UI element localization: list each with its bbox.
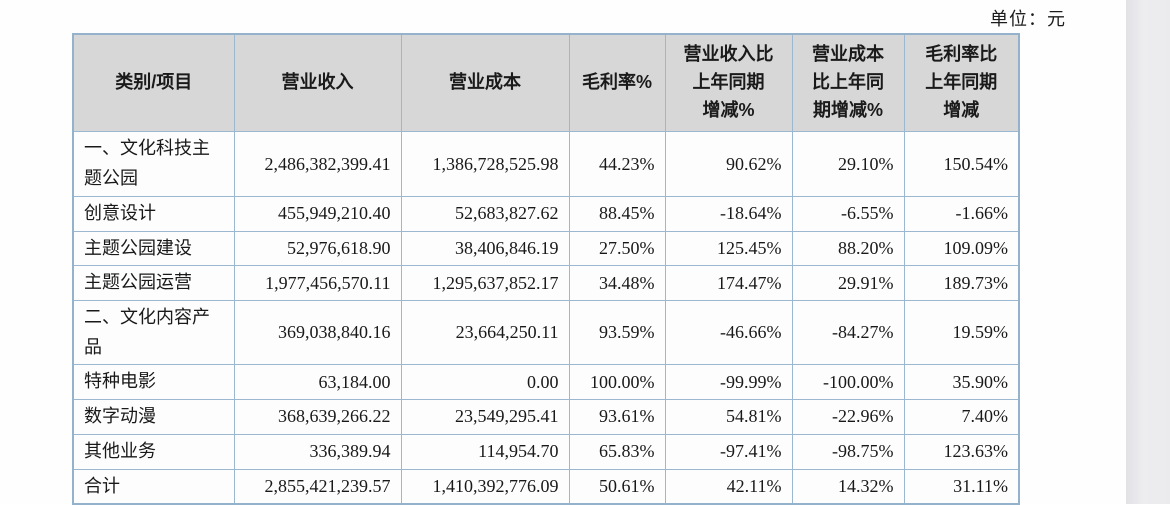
table-row: 创意设计 455,949,210.40 52,683,827.62 88.45%… (72, 196, 1020, 232)
cell-cost: 23,549,295.41 (400, 399, 570, 435)
cell-margin-yoy: 150.54% (903, 131, 1020, 197)
cell-gross-margin: 27.50% (568, 230, 666, 267)
cell-revenue: 2,486,382,399.41 (233, 131, 402, 197)
cell-cost: 0.00 (400, 364, 570, 401)
cell-revenue-yoy: 54.81% (664, 399, 793, 435)
cell-cost: 1,410,392,776.09 (400, 468, 570, 505)
cell-cost-yoy: 88.20% (791, 230, 905, 267)
table-row: 一、文化科技主题公园 2,486,382,399.41 1,386,728,52… (72, 131, 1020, 197)
cell-margin-yoy: 189.73% (903, 265, 1020, 302)
cell-cost: 114,954.70 (400, 433, 570, 470)
cell-revenue-yoy: 90.62% (664, 131, 793, 197)
cell-revenue: 52,976,618.90 (233, 230, 402, 267)
header-cell-cost-yoy: 营业成本 比上年同 期增减% (791, 33, 905, 132)
table-row: 主题公园运营 1,977,456,570.11 1,295,637,852.17… (72, 265, 1020, 302)
cell-revenue: 336,389.94 (233, 433, 402, 470)
unit-label: 单位：元 (990, 9, 1066, 29)
cell-revenue-yoy: 174.47% (664, 265, 793, 302)
cell-margin-yoy: 123.63% (903, 433, 1020, 470)
cell-category: 其他业务 (72, 433, 235, 470)
cell-gross-margin: 88.45% (568, 196, 666, 232)
cell-revenue: 2,855,421,239.57 (233, 468, 402, 505)
table-row: 二、文化内容产品 369,038,840.16 23,664,250.11 93… (72, 300, 1020, 366)
cell-cost: 1,295,637,852.17 (400, 265, 570, 302)
cell-margin-yoy: 7.40% (903, 399, 1020, 435)
cell-category: 创意设计 (72, 196, 235, 232)
cell-margin-yoy: 19.59% (903, 300, 1020, 366)
cell-category: 主题公园建设 (72, 230, 235, 267)
cell-gross-margin: 65.83% (568, 433, 666, 470)
cell-revenue: 63,184.00 (233, 364, 402, 401)
header-cell-revenue: 营业收入 (233, 33, 402, 132)
page-edge-strip (1126, 0, 1170, 504)
table-row-total: 合计 2,855,421,239.57 1,410,392,776.09 50.… (72, 468, 1020, 505)
cell-cost-yoy: -22.96% (791, 399, 905, 435)
cell-margin-yoy: -1.66% (903, 196, 1020, 232)
cell-cost-yoy: 14.32% (791, 468, 905, 505)
cell-gross-margin: 50.61% (568, 468, 666, 505)
cell-category: 数字动漫 (72, 399, 235, 435)
cell-category: 特种电影 (72, 364, 235, 401)
cell-cost-yoy: 29.10% (791, 131, 905, 197)
cell-gross-margin: 34.48% (568, 265, 666, 302)
header-cell-category: 类别/项目 (72, 33, 235, 132)
cell-margin-yoy: 35.90% (903, 364, 1020, 401)
cell-revenue-yoy: -97.41% (664, 433, 793, 470)
cell-gross-margin: 93.61% (568, 399, 666, 435)
cell-gross-margin: 100.00% (568, 364, 666, 401)
segment-financials-table: 类别/项目 营业收入 营业成本 毛利率% 营业收入比 上年同期 增减% 营业成本… (72, 33, 1020, 505)
cell-margin-yoy: 109.09% (903, 230, 1020, 267)
cell-revenue: 455,949,210.40 (233, 196, 402, 232)
table-row: 数字动漫 368,639,266.22 23,549,295.41 93.61%… (72, 399, 1020, 435)
cell-cost-yoy: -98.75% (791, 433, 905, 470)
cell-revenue-yoy: -99.99% (664, 364, 793, 401)
header-cell-margin-yoy: 毛利率比 上年同期 增减 (903, 33, 1020, 132)
cell-revenue: 368,639,266.22 (233, 399, 402, 435)
cell-cost-yoy: 29.91% (791, 265, 905, 302)
header-cell-gross-margin: 毛利率% (568, 33, 666, 132)
cell-cost-yoy: -6.55% (791, 196, 905, 232)
cell-revenue-yoy: 125.45% (664, 230, 793, 267)
cell-revenue: 369,038,840.16 (233, 300, 402, 366)
cell-cost-yoy: -100.00% (791, 364, 905, 401)
cell-category: 二、文化内容产品 (72, 300, 235, 366)
cell-revenue-yoy: -46.66% (664, 300, 793, 366)
header-cell-cost: 营业成本 (400, 33, 570, 132)
cell-revenue-yoy: 42.11% (664, 468, 793, 505)
header-cell-revenue-yoy: 营业收入比 上年同期 增减% (664, 33, 793, 132)
cell-gross-margin: 93.59% (568, 300, 666, 366)
cell-cost: 52,683,827.62 (400, 196, 570, 232)
cell-category: 合计 (72, 468, 235, 505)
cell-cost: 23,664,250.11 (400, 300, 570, 366)
table-row: 主题公园建设 52,976,618.90 38,406,846.19 27.50… (72, 230, 1020, 267)
table-row: 特种电影 63,184.00 0.00 100.00% -99.99% -100… (72, 364, 1020, 401)
cell-category: 一、文化科技主题公园 (72, 131, 235, 197)
cell-cost: 1,386,728,525.98 (400, 131, 570, 197)
table-header-row: 类别/项目 营业收入 营业成本 毛利率% 营业收入比 上年同期 增减% 营业成本… (72, 33, 1020, 132)
cell-margin-yoy: 31.11% (903, 468, 1020, 505)
cell-revenue: 1,977,456,570.11 (233, 265, 402, 302)
cell-gross-margin: 44.23% (568, 131, 666, 197)
cell-cost-yoy: -84.27% (791, 300, 905, 366)
cell-category: 主题公园运营 (72, 265, 235, 302)
cell-cost: 38,406,846.19 (400, 230, 570, 267)
table-row: 其他业务 336,389.94 114,954.70 65.83% -97.41… (72, 433, 1020, 470)
cell-revenue-yoy: -18.64% (664, 196, 793, 232)
